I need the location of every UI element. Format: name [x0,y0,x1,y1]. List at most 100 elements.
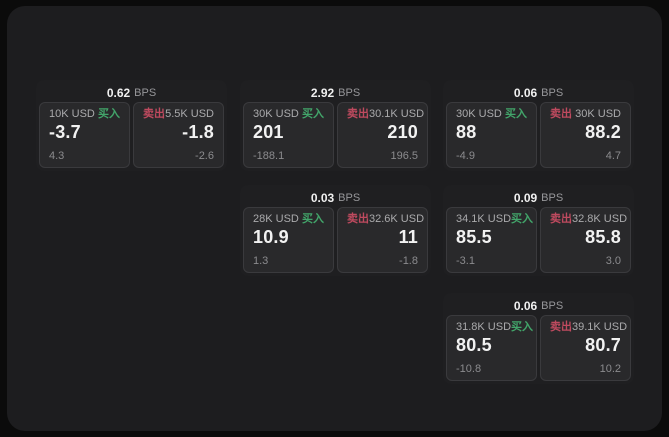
buy-size: 30K USD [456,108,502,120]
bps-unit-label: BPS [338,86,361,99]
bps-unit-label: BPS [541,86,564,99]
card-header: 0.09 BPS [446,188,631,207]
sell-size: 30K USD [575,108,621,120]
buy-panel-top: 31.8K USD 买入 [456,321,533,333]
card-header: 0.06 BPS [446,83,631,102]
buy-size: 28K USD [253,213,299,225]
buy-delta: -3.1 [456,255,475,267]
sell-size: 32.8K USD [572,213,628,225]
sell-side-label: 卖出 [550,213,572,225]
sell-price: 85.8 [585,227,621,247]
buy-panel[interactable]: 28K USD 买入 10.9 1.3 [243,207,334,273]
quote-card: 0.06 BPS 31.8K USD 买入 80.5 -10.8 卖出 39.1… [443,293,634,384]
sell-delta: 4.7 [605,150,621,162]
sell-side-label: 卖出 [550,108,572,120]
bps-unit-label: BPS [338,191,361,204]
buy-sell-panels: 28K USD 买入 10.9 1.3 卖出 32.6K USD 11 -1.8 [243,207,428,273]
bps-value: 0.06 [513,85,538,100]
buy-sell-panels: 34.1K USD 买入 85.5 -3.1 卖出 32.8K USD 85.8… [446,207,631,273]
sell-delta: 3.0 [605,255,621,267]
buy-panel-top: 28K USD 买入 [253,214,324,225]
sell-side-label: 卖出 [143,108,165,120]
buy-panel[interactable]: 10K USD 买入 -3.7 4.3 [39,102,130,168]
buy-sell-panels: 30K USD 买入 88 -4.9 卖出 30K USD 88.2 4.7 [446,102,631,168]
sell-delta: -1.8 [399,255,418,267]
bps-value: 2.92 [310,85,335,100]
buy-price: 10.9 [253,227,289,247]
buy-price: 201 [253,122,284,142]
bps-value: 0.03 [310,190,335,205]
bps-value: 0.62 [106,85,131,100]
quote-card: 0.03 BPS 28K USD 买入 10.9 1.3 卖出 32.6K US… [240,185,431,276]
buy-price: 85.5 [456,227,492,247]
buy-panel-top: 30K USD 买入 [456,109,527,120]
buy-delta: -188.1 [253,150,285,162]
sell-panel-top: 卖出 39.1K USD [550,321,627,333]
buy-side-label: 买入 [511,321,534,333]
quote-card: 0.06 BPS 30K USD 买入 88 -4.9 卖出 30K USD 8… [443,80,634,171]
bps-unit-label: BPS [541,191,564,204]
card-header: 2.92 BPS [243,83,428,102]
buy-panel[interactable]: 31.8K USD 买入 80.5 -10.8 [446,315,537,381]
quote-card: 0.09 BPS 34.1K USD 买入 85.5 -3.1 卖出 32.8K… [443,185,634,276]
buy-sell-panels: 30K USD 买入 201 -188.1 卖出 30.1K USD 210 1… [243,102,428,168]
buy-delta: 4.3 [49,150,65,162]
sell-price: 88.2 [585,122,621,142]
sell-size: 30.1K USD [369,108,425,120]
app-window: 0.62 BPS 10K USD 买入 -3.7 4.3 卖出 5.5K USD… [7,6,662,431]
bps-value: 0.06 [513,298,538,313]
buy-side-label: 买入 [505,108,527,120]
bps-unit-label: BPS [134,86,157,99]
buy-size: 10K USD [49,108,95,120]
sell-panel-top: 卖出 32.6K USD [347,213,424,225]
buy-delta: 1.3 [253,255,269,267]
sell-size: 32.6K USD [369,213,425,225]
buy-price: 80.5 [456,335,492,355]
quote-card: 2.92 BPS 30K USD 买入 201 -188.1 卖出 30.1K … [240,80,431,171]
sell-delta: -2.6 [195,150,214,162]
card-header: 0.62 BPS [39,83,224,102]
sell-panel-top: 卖出 32.8K USD [550,213,627,225]
sell-price: -1.8 [182,122,214,142]
sell-delta: 10.2 [599,363,621,375]
buy-side-label: 买入 [302,213,324,225]
sell-price: 210 [387,122,418,142]
buy-size: 30K USD [253,108,299,120]
buy-sell-panels: 10K USD 买入 -3.7 4.3 卖出 5.5K USD -1.8 -2.… [39,102,224,168]
buy-panel[interactable]: 30K USD 买入 88 -4.9 [446,102,537,168]
buy-side-label: 买入 [511,213,534,225]
bps-value: 0.09 [513,190,538,205]
buy-side-label: 买入 [302,108,324,120]
sell-panel[interactable]: 卖出 39.1K USD 80.7 10.2 [540,315,631,381]
buy-price: 88 [456,122,477,142]
buy-size: 34.1K USD [456,213,512,225]
buy-panel-top: 34.1K USD 买入 [456,213,533,225]
buy-size: 31.8K USD [456,321,512,333]
sell-size: 39.1K USD [572,321,628,333]
sell-panel-top: 卖出 5.5K USD [143,109,214,120]
buy-side-label: 买入 [98,108,120,120]
buy-price: -3.7 [49,122,81,142]
sell-panel[interactable]: 卖出 30K USD 88.2 4.7 [540,102,631,168]
sell-panel[interactable]: 卖出 5.5K USD -1.8 -2.6 [133,102,224,168]
buy-panel[interactable]: 30K USD 买入 201 -188.1 [243,102,334,168]
buy-sell-panels: 31.8K USD 买入 80.5 -10.8 卖出 39.1K USD 80.… [446,315,631,381]
sell-side-label: 卖出 [550,321,572,333]
sell-panel[interactable]: 卖出 32.6K USD 11 -1.8 [337,207,428,273]
buy-panel-top: 30K USD 买入 [253,109,324,120]
sell-panel-top: 卖出 30K USD [550,109,621,120]
sell-side-label: 卖出 [347,108,369,120]
sell-side-label: 卖出 [347,213,369,225]
cards-board: 0.62 BPS 10K USD 买入 -3.7 4.3 卖出 5.5K USD… [7,6,662,431]
buy-panel[interactable]: 34.1K USD 买入 85.5 -3.1 [446,207,537,273]
buy-delta: -4.9 [456,150,475,162]
sell-panel[interactable]: 卖出 32.8K USD 85.8 3.0 [540,207,631,273]
sell-price: 11 [398,227,418,247]
sell-panel[interactable]: 卖出 30.1K USD 210 196.5 [337,102,428,168]
buy-panel-top: 10K USD 买入 [49,109,120,120]
quote-card: 0.62 BPS 10K USD 买入 -3.7 4.3 卖出 5.5K USD… [36,80,227,171]
sell-panel-top: 卖出 30.1K USD [347,108,424,120]
buy-delta: -10.8 [456,363,482,375]
bps-unit-label: BPS [541,299,564,312]
card-header: 0.03 BPS [243,188,428,207]
